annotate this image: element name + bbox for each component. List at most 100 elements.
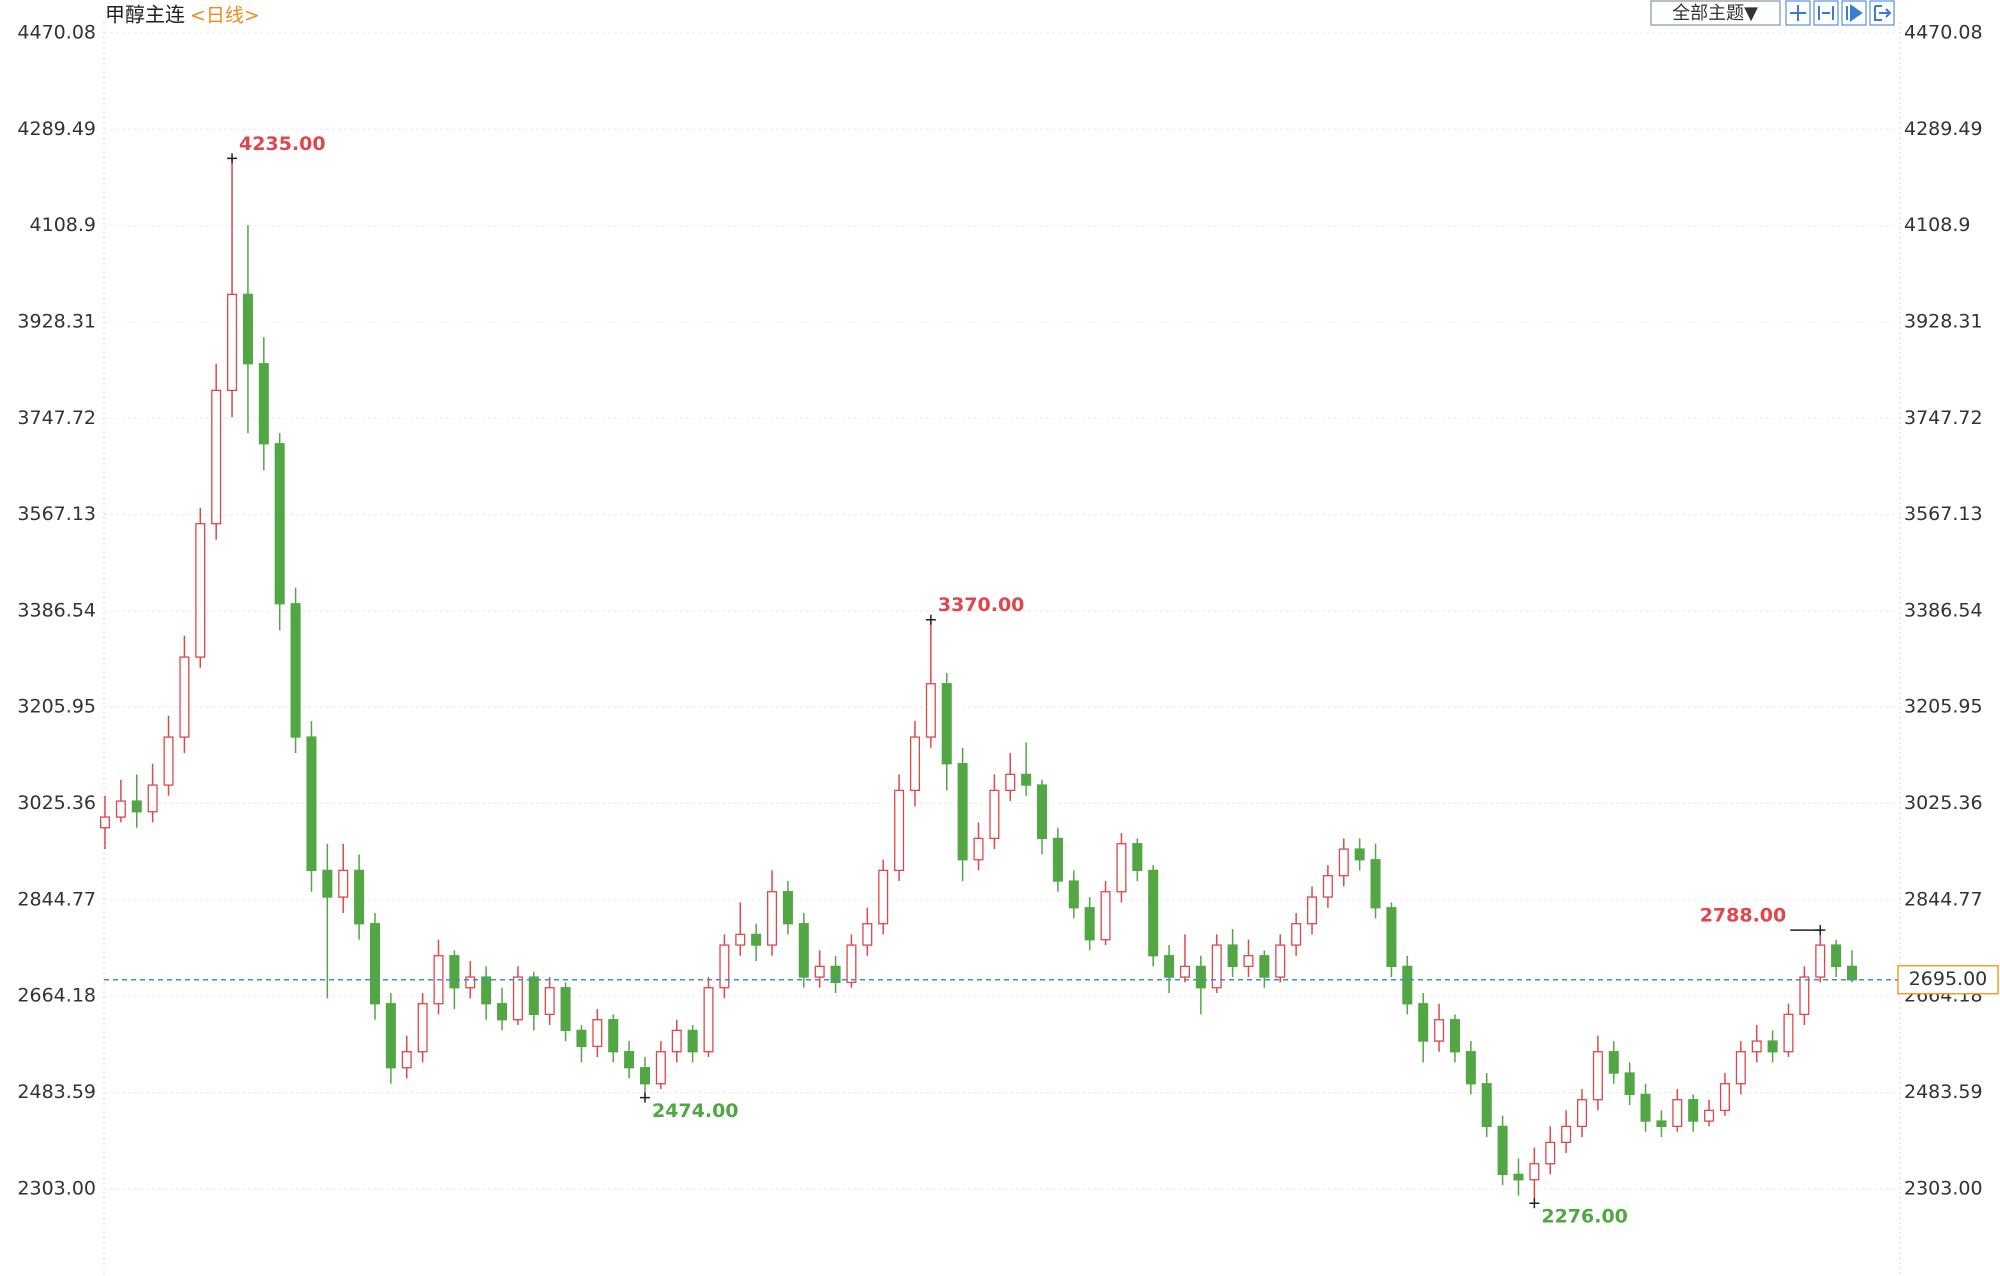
candle-body: [1704, 1109, 1715, 1122]
candle-body: [862, 923, 873, 946]
candle: [687, 1025, 698, 1063]
candle-body: [1354, 848, 1365, 861]
candle-body: [1037, 784, 1048, 840]
y-tick-label-right: 3205.95: [1904, 696, 1983, 718]
candle: [894, 774, 905, 882]
candle: [1243, 939, 1254, 978]
candle-body: [973, 837, 984, 861]
candle: [639, 1057, 650, 1098]
candle: [131, 774, 142, 828]
candle-body: [465, 976, 476, 989]
candle-body: [719, 944, 730, 989]
candle: [576, 1025, 587, 1063]
candle: [1672, 1089, 1683, 1132]
candle-body: [512, 976, 523, 1021]
candle-body: [497, 1003, 508, 1021]
candle: [1831, 939, 1842, 978]
candle-body: [1227, 944, 1238, 968]
candle-body: [1100, 891, 1111, 941]
candle-body: [417, 1003, 428, 1053]
candle-body: [1164, 955, 1175, 978]
candle-body: [115, 800, 126, 818]
candle: [1799, 966, 1810, 1026]
candle-body: [1640, 1093, 1651, 1122]
candle-body: [1449, 1019, 1460, 1053]
candle: [1100, 881, 1111, 946]
y-tick-label: 2303.00: [17, 1177, 96, 1199]
y-tick-label: 4289.49: [17, 118, 96, 140]
candle-body: [1672, 1099, 1683, 1128]
candle: [322, 843, 333, 999]
candle: [1815, 930, 1826, 983]
candle-body: [608, 1019, 619, 1053]
candle: [465, 961, 476, 999]
candle: [115, 779, 126, 823]
candle: [1132, 838, 1143, 882]
candle: [957, 747, 968, 882]
candle: [1576, 1089, 1588, 1138]
zoom-icon-glyph: [1818, 6, 1834, 20]
candle-body: [1831, 944, 1842, 968]
candle-body: [1275, 944, 1286, 978]
candle: [528, 971, 539, 1031]
candle: [274, 433, 285, 631]
candle: [814, 950, 825, 988]
candle: [830, 955, 841, 994]
candle: [1068, 870, 1079, 919]
candle-body: [385, 1003, 396, 1069]
candle: [512, 966, 523, 1026]
exit-icon-glyph: [1874, 5, 1892, 21]
candle: [1386, 902, 1397, 978]
candle-body: [1656, 1120, 1667, 1128]
candle-body: [227, 293, 238, 392]
annotation-label: 3370.00: [938, 594, 1025, 616]
candle: [1640, 1083, 1651, 1132]
candle-body: [338, 869, 349, 898]
candle: [1418, 993, 1429, 1063]
y-tick-label-right: 3386.54: [1904, 599, 1983, 621]
candle: [1704, 1099, 1715, 1127]
annotation-label: 2474.00: [652, 1100, 739, 1122]
candle: [290, 587, 301, 754]
annotation-marker: [925, 614, 936, 625]
candle: [1195, 955, 1206, 1015]
y-tick-label-right: 2303.00: [1904, 1177, 1983, 1199]
candle-body: [1608, 1051, 1619, 1074]
candle-body: [1688, 1099, 1699, 1122]
candle: [1513, 1158, 1524, 1196]
y-tick-label: 2483.59: [17, 1081, 96, 1103]
candle: [227, 158, 238, 418]
candle-body: [274, 443, 285, 605]
annotation-marker: [227, 153, 238, 164]
candle-body: [1307, 896, 1318, 925]
candle: [1767, 1030, 1778, 1063]
candle: [401, 1035, 412, 1079]
candle-body: [671, 1029, 682, 1053]
candle-body: [1783, 1013, 1794, 1053]
period-label[interactable]: <日线>: [190, 5, 260, 27]
candle: [782, 881, 793, 935]
candle-body: [242, 293, 253, 365]
candle-body: [941, 683, 952, 765]
candle-body: [1243, 955, 1254, 968]
theme-button-label[interactable]: 全部主题▼: [1672, 3, 1758, 24]
candle: [497, 987, 508, 1031]
candle-body: [1148, 869, 1159, 957]
candle-body: [354, 869, 365, 925]
theme-button[interactable]: [1650, 0, 1781, 26]
annotation-label: 4235.00: [239, 133, 326, 155]
candle-body: [1195, 965, 1206, 989]
candle-body: [1052, 837, 1063, 882]
chart-title: 甲醇主连: [105, 3, 185, 27]
candle: [1656, 1110, 1667, 1138]
candle-body: [211, 389, 222, 525]
y-tick-label: 3928.31: [17, 310, 96, 332]
candle: [385, 993, 396, 1084]
candle-body: [1497, 1125, 1508, 1176]
y-tick-label-right: 3025.36: [1904, 792, 1983, 814]
candle-body: [528, 976, 539, 1016]
candle-body: [1576, 1099, 1588, 1128]
annotation-label: 2788.00: [1700, 905, 1787, 927]
candle: [195, 507, 206, 668]
candle: [1624, 1062, 1635, 1106]
